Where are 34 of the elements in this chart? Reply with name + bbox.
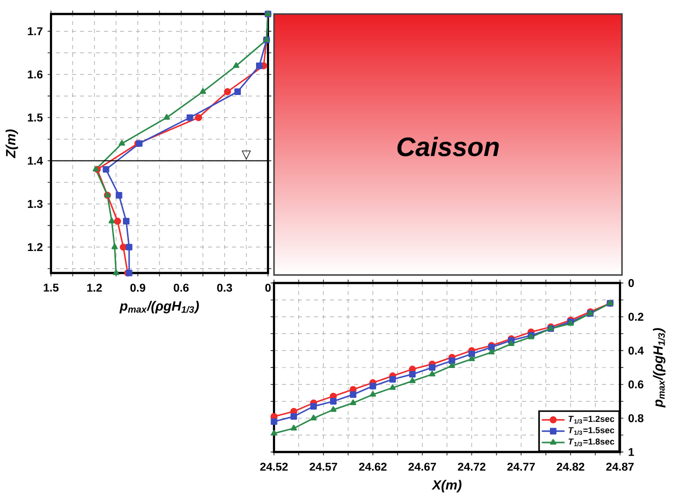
x-axis-title: p$_{max}$/(ρgH$_{1/3}$): [119, 300, 199, 314]
legend-label: T$_{1/3}$=1.8sec: [568, 438, 614, 446]
y-tick-label: 1.6: [28, 70, 43, 78]
x-tick-label: 0.9: [130, 284, 146, 292]
y-tick-label: 1.2: [28, 243, 43, 252]
y-tick-label: 0.4: [628, 346, 644, 355]
x-tick-label: 24.62: [359, 462, 387, 471]
x-tick-label: 24.57: [310, 462, 338, 471]
y-axis-title: Z(m): [6, 129, 18, 158]
x-tick-label: 0.3: [217, 284, 232, 292]
y-tick-label: 1.4: [28, 156, 43, 165]
y-tick-label: 1.3: [28, 200, 43, 208]
x-tick-label: 0: [265, 284, 271, 292]
y-axis-title: p$_{max}$/(ρgH$_{1/3}$): [652, 328, 666, 408]
legend-label: T$_{1/3}$=1.5sec: [568, 427, 614, 435]
y-tick-label: 0.6: [628, 380, 644, 388]
ref-line-label: ▽: [242, 150, 251, 160]
x-tick-label: 24.77: [507, 462, 535, 471]
y-tick-label: 1.7: [28, 27, 42, 36]
y-tick-label: 1: [628, 448, 634, 456]
x-tick-label: 24.67: [408, 462, 436, 471]
text: Caisson: [397, 136, 499, 156]
x-axis-title: X(m): [432, 480, 462, 492]
y-tick-label: 1.5: [28, 114, 43, 122]
x-tick-label: 24.82: [556, 462, 584, 471]
y-tick-label: 0.2: [628, 312, 644, 321]
legend-label: T$_{1/3}$=1.2sec: [568, 416, 614, 424]
x-tick-label: 1.2: [87, 284, 102, 292]
y-tick-label: 0.8: [628, 414, 644, 422]
x-tick-label: 0.6: [174, 284, 189, 292]
x-tick-label: 24.87: [606, 462, 634, 471]
x-tick-label: 1.5: [44, 284, 59, 292]
x-tick-label: 24.72: [458, 462, 486, 471]
x-tick-label: 24.52: [260, 462, 288, 471]
